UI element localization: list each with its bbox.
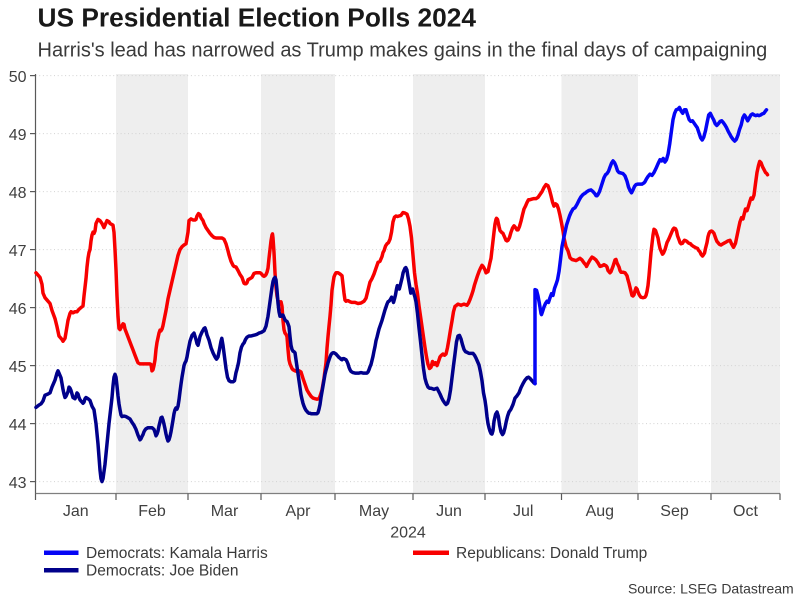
svg-text:Democrats: Joe Biden: Democrats: Joe Biden	[86, 563, 239, 580]
svg-text:Oct: Oct	[733, 503, 758, 520]
svg-text:Source: LSEG Datastream: Source: LSEG Datastream	[628, 581, 794, 597]
svg-text:Aug: Aug	[586, 503, 614, 520]
svg-text:Sep: Sep	[660, 503, 689, 520]
svg-text:47: 47	[9, 243, 27, 260]
svg-text:50: 50	[9, 69, 27, 86]
svg-text:May: May	[359, 503, 389, 520]
svg-text:Democrats: Kamala Harris: Democrats: Kamala Harris	[86, 545, 268, 562]
svg-text:45: 45	[9, 359, 27, 376]
svg-text:Feb: Feb	[138, 503, 166, 520]
svg-text:44: 44	[9, 417, 27, 434]
svg-text:46: 46	[9, 301, 27, 318]
svg-text:Apr: Apr	[286, 503, 312, 520]
svg-text:US Presidential Election Polls: US Presidential Election Polls 2024	[38, 3, 477, 33]
svg-text:43: 43	[9, 475, 27, 492]
svg-text:49: 49	[9, 127, 27, 144]
svg-text:2024: 2024	[390, 525, 426, 542]
svg-text:Jul: Jul	[513, 503, 533, 520]
svg-text:Republicans: Donald Trump: Republicans: Donald Trump	[456, 545, 647, 562]
svg-text:Jan: Jan	[63, 503, 89, 520]
svg-text:Jun: Jun	[436, 503, 462, 520]
svg-text:48: 48	[9, 185, 27, 202]
svg-text:Mar: Mar	[211, 503, 239, 520]
svg-text:Harris's lead has narrowed as: Harris's lead has narrowed as Trump make…	[38, 40, 768, 62]
